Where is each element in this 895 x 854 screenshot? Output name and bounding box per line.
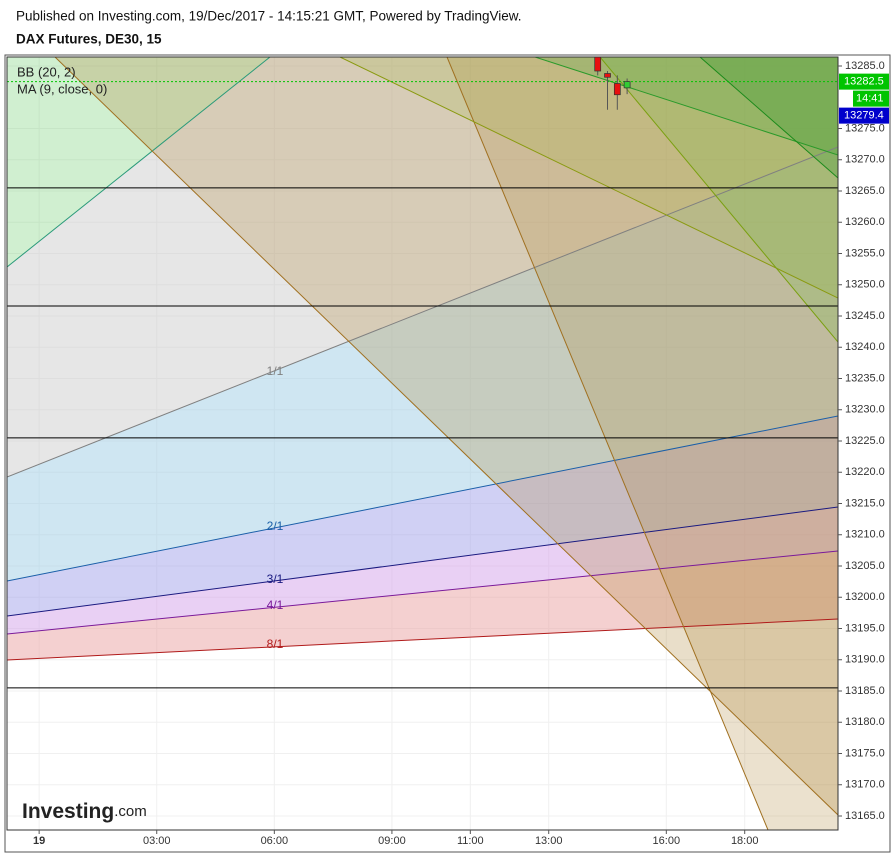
fan-label: 1/1: [267, 364, 284, 378]
fan-line: [7, 550, 838, 635]
x-tick-label: 19: [33, 835, 45, 847]
y-tick-label: 13165.0: [845, 810, 885, 822]
countdown: 14:41: [856, 93, 884, 105]
plot-frame: [6, 56, 839, 831]
fan-line: [446, 57, 769, 830]
x-tick-label: 09:00: [378, 835, 406, 847]
candle-body: [623, 81, 631, 89]
x-tick-label: 06:00: [261, 835, 289, 847]
x-tick-label: 13:00: [535, 835, 563, 847]
fan-line: [339, 57, 838, 299]
y-tick-label: 13205.0: [845, 560, 885, 572]
y-tick-label: 13210.0: [845, 529, 885, 541]
y-tick-label: 13240.0: [845, 341, 885, 353]
indicator-label: BB (20, 2): [17, 64, 76, 79]
y-tick-label: 13225.0: [845, 435, 885, 447]
fan-zone: [7, 416, 838, 616]
y-tick-label: 13200.0: [845, 591, 885, 603]
fan-line: [7, 415, 838, 582]
y-tick-label: 13250.0: [845, 279, 885, 291]
y-tick-label: 13270.0: [845, 154, 885, 166]
published-note: Published on Investing.com, 19/Dec/2017 …: [16, 9, 522, 24]
y-tick-label: 13255.0: [845, 247, 885, 259]
fan-zone: [7, 551, 838, 660]
y-tick-label: 13220.0: [845, 466, 885, 478]
fan-line: [7, 57, 271, 268]
fan-line: [599, 57, 838, 343]
y-tick-label: 13265.0: [845, 185, 885, 197]
price-label: 13282.5: [844, 76, 884, 88]
plot-area: 1/1 2/1 3/1 4/1 8/1: [7, 57, 838, 830]
indicator-label: MA (9, close, 0): [17, 81, 107, 96]
fan-label: 2/1: [267, 519, 284, 533]
symbol-title: DAX Futures, DE30, 15: [16, 32, 162, 47]
y-tick-label: 13195.0: [845, 622, 885, 634]
x-tick-label: 16:00: [653, 835, 681, 847]
fan-line: [54, 57, 838, 816]
y-tick-label: 13260.0: [845, 216, 885, 228]
y-tick-label: 13235.0: [845, 372, 885, 384]
y-tick-label: 13275.0: [845, 122, 885, 134]
y-tick-label: 13175.0: [845, 747, 885, 759]
logo-suffix: .com: [114, 803, 147, 820]
fan-zone: [7, 147, 838, 581]
fan-label: 3/1: [267, 572, 284, 586]
fan-line: [7, 618, 838, 661]
y-tick-label: 13245.0: [845, 310, 885, 322]
y-tick-label: 13215.0: [845, 497, 885, 509]
x-tick-label: 03:00: [143, 835, 171, 847]
fan-line: [699, 57, 838, 179]
price-label: 13279.4: [844, 110, 884, 122]
axis-frame: [4, 54, 891, 853]
logo-brand: Investing: [22, 800, 114, 823]
y-tick-label: 13180.0: [845, 716, 885, 728]
price-label-box: [839, 107, 889, 124]
candle-body: [594, 57, 602, 72]
x-tick-label: 11:00: [457, 835, 484, 847]
fan-label: 4/1: [267, 598, 284, 612]
fan-line: [7, 506, 838, 617]
fan-zone: [7, 507, 838, 634]
candle-body: [613, 83, 621, 96]
y-tick-label: 13190.0: [845, 654, 885, 666]
candle-body: [604, 73, 611, 78]
y-tick-label: 13170.0: [845, 779, 885, 791]
y-tick-label: 13285.0: [845, 60, 885, 72]
fan-line: [7, 146, 838, 478]
countdown-box: [853, 90, 889, 107]
fan-zone: [7, 57, 838, 477]
fan-line: [534, 57, 838, 156]
logo: Investing.com: [22, 800, 147, 823]
y-tick-label: 13185.0: [845, 685, 885, 697]
x-tick-label: 18:00: [731, 835, 759, 847]
fan-label: 8/1: [267, 637, 284, 651]
price-label-box: [839, 73, 889, 90]
y-tick-label: 13230.0: [845, 404, 885, 416]
